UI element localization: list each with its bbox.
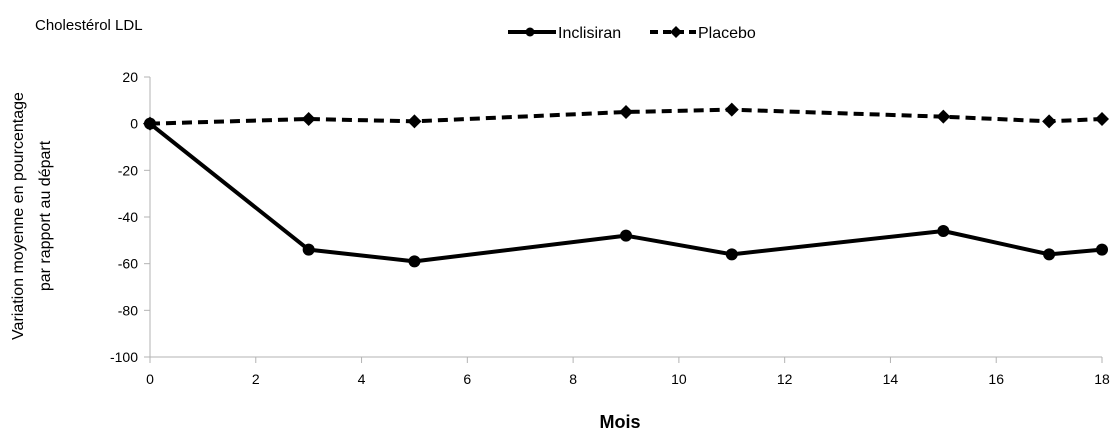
data-point-placebo xyxy=(407,114,422,129)
x-axis-ticks: 0 2 4 6 8 10 12 14 16 18 xyxy=(146,357,1110,387)
data-point-inclisiran xyxy=(937,225,950,237)
data-point-inclisiran xyxy=(1043,248,1056,261)
x-tick-label: 12 xyxy=(777,371,793,387)
data-point-placebo xyxy=(724,102,739,117)
data-point-inclisiran xyxy=(725,248,738,261)
data-point-placebo xyxy=(936,109,951,124)
y-tick-label: -60 xyxy=(118,256,138,272)
chart-legend: Inclisiran Placebo xyxy=(508,25,756,42)
data-point-placebo xyxy=(301,112,316,126)
data-point-placebo xyxy=(143,116,157,131)
x-tick-label: 16 xyxy=(988,371,1004,387)
y-axis-ticks: 20 0 -20 -40 -60 -80 -100 xyxy=(110,69,150,365)
y-axis-label-line-1: Variation moyenne en pourcentage xyxy=(10,92,27,340)
x-tick-label: 10 xyxy=(671,371,687,387)
series-layer xyxy=(143,102,1109,268)
x-tick-label: 2 xyxy=(252,371,260,387)
y-axis-label-line-2: par rapport au départ xyxy=(37,140,54,291)
data-point-placebo xyxy=(619,105,633,119)
data-point-inclisiran xyxy=(620,229,632,242)
x-tick-label: 8 xyxy=(569,371,577,387)
x-tick-label: 4 xyxy=(358,371,366,387)
x-tick-label: 0 xyxy=(146,371,154,387)
data-point-inclisiran xyxy=(1096,243,1108,256)
x-tick-label: 6 xyxy=(463,371,471,387)
legend-label-inclisiran: Inclisiran xyxy=(558,25,621,42)
series-line-placebo xyxy=(149,107,1103,126)
legend-label-placebo: Placebo xyxy=(698,25,756,42)
y-tick-label: -20 xyxy=(118,162,138,178)
y-tick-label: 20 xyxy=(122,69,138,85)
y-tick-label: -40 xyxy=(118,209,138,225)
x-axis-label: Mois xyxy=(599,412,640,432)
y-tick-label: 0 xyxy=(130,116,138,132)
x-tick-label: 14 xyxy=(883,371,899,387)
chart-title: Cholestérol LDL xyxy=(35,17,143,34)
data-point-inclisiran xyxy=(408,255,421,268)
data-point-inclisiran xyxy=(302,243,315,256)
data-point-placebo xyxy=(1095,112,1109,126)
y-tick-label: -80 xyxy=(118,302,138,318)
legend-marker-inclisiran xyxy=(525,27,535,37)
y-tick-label: -100 xyxy=(110,349,138,365)
series-line-inclisiran xyxy=(148,122,1103,264)
x-tick-label: 18 xyxy=(1094,371,1110,387)
legend-marker-placebo xyxy=(670,26,682,38)
data-point-placebo xyxy=(1042,114,1057,129)
